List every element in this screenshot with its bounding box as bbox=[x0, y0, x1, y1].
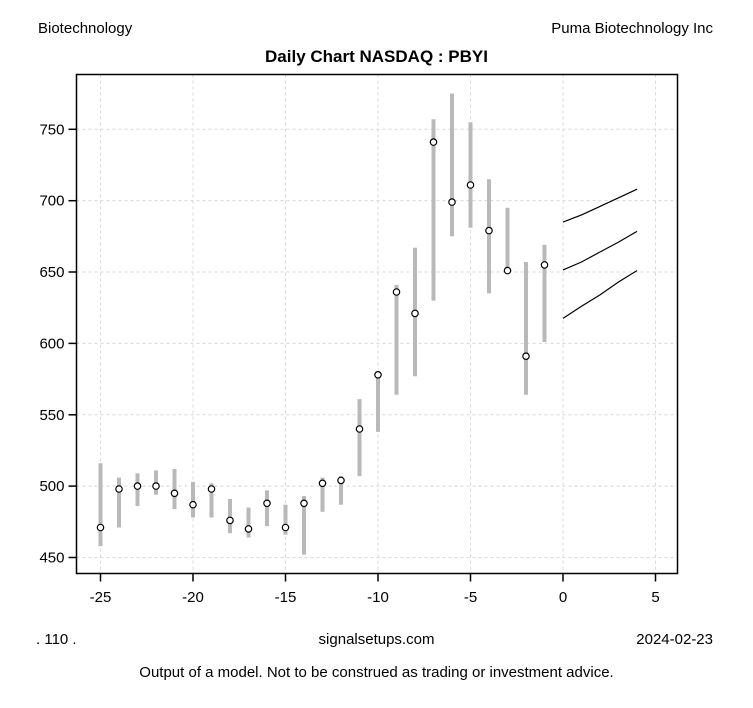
close-marker bbox=[337, 476, 345, 485]
y-axis: 450 500 550 600 650 700 750 bbox=[39, 121, 77, 567]
footer-date: 2024-02-23 bbox=[636, 631, 713, 648]
x-tick-label: -25 bbox=[90, 589, 112, 606]
page-title: Daily Chart NASDAQ : PBYI bbox=[265, 47, 488, 66]
y-tick-label: 500 bbox=[39, 478, 64, 495]
forecast-line-mid bbox=[562, 230, 638, 271]
y-tick-label: 750 bbox=[39, 121, 64, 138]
close-marker bbox=[115, 485, 123, 493]
close-marker bbox=[355, 425, 364, 433]
footer-site: signalsetups.com bbox=[318, 631, 435, 648]
close-marker bbox=[207, 485, 216, 493]
close-marker bbox=[392, 288, 401, 296]
close-marker bbox=[374, 370, 382, 379]
x-tick-label: 0 bbox=[559, 589, 567, 606]
x-tick-label: -20 bbox=[182, 589, 204, 606]
y-tick-label: 450 bbox=[39, 550, 64, 567]
close-marker bbox=[189, 500, 197, 509]
forecast-line-lower bbox=[562, 270, 638, 319]
close-marker bbox=[503, 266, 512, 275]
close-marker bbox=[318, 479, 327, 488]
x-tick-label: -10 bbox=[367, 589, 389, 606]
close-marker bbox=[152, 482, 160, 490]
close-marker bbox=[448, 198, 456, 206]
close-marker bbox=[244, 525, 253, 533]
y-tick-label: 600 bbox=[39, 335, 64, 352]
close-marker bbox=[300, 499, 308, 508]
y-tick-label: 550 bbox=[39, 407, 64, 424]
footer-code: . 110 . bbox=[36, 631, 77, 648]
close-marker bbox=[226, 516, 234, 525]
company-label: Puma Biotechnology Inc bbox=[551, 20, 713, 37]
forecast-lines bbox=[562, 188, 638, 319]
close-marker bbox=[466, 181, 475, 189]
close-marker bbox=[429, 138, 438, 146]
close-marker bbox=[485, 226, 493, 235]
price-chart: -25 -20 -15 -10 -5 0 5 450 500 550 600 650 700 750 bbox=[39, 73, 679, 606]
close-marker bbox=[96, 523, 105, 532]
y-tick-label: 700 bbox=[39, 193, 64, 210]
y-tick-label: 650 bbox=[39, 264, 64, 281]
close-marker bbox=[411, 309, 419, 318]
footer-disclaimer: Output of a model. Not to be construed a… bbox=[139, 664, 614, 681]
x-tick-label: -5 bbox=[464, 589, 477, 606]
close-marker bbox=[522, 352, 530, 361]
close-marker bbox=[263, 499, 271, 508]
close-markers bbox=[96, 138, 549, 533]
close-marker bbox=[133, 482, 142, 490]
plot-border bbox=[75, 73, 679, 575]
forecast-line-upper bbox=[562, 188, 638, 223]
close-marker bbox=[281, 523, 290, 532]
sector-label: Biotechnology bbox=[38, 20, 133, 37]
x-tick-label: -15 bbox=[275, 589, 297, 606]
close-marker bbox=[170, 489, 179, 498]
close-marker bbox=[540, 261, 549, 269]
x-tick-label: 5 bbox=[651, 589, 659, 606]
gridlines bbox=[76, 74, 678, 574]
x-axis: -25 -20 -15 -10 -5 0 5 bbox=[90, 573, 660, 606]
